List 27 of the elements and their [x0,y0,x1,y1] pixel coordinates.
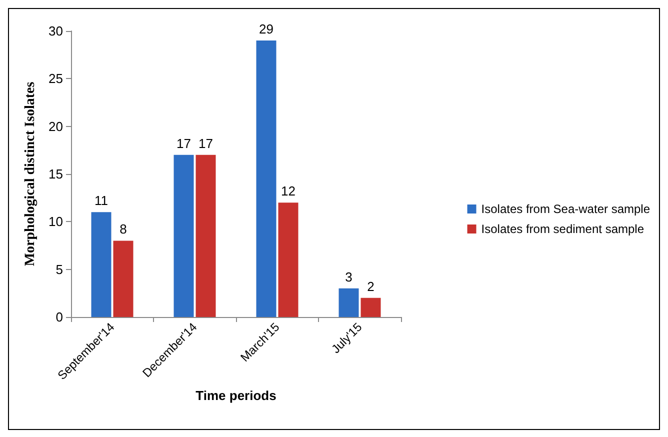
data-label: 29 [259,22,274,37]
bar [256,40,276,317]
legend-label: Isolates from Sea-water sample [481,202,650,216]
x-axis-title: Time periods [196,388,276,403]
y-axis-title: Morphological distinct Isolates [23,81,38,266]
legend-label: Isolates from sediment sample [481,222,644,236]
y-tick-label: 10 [48,214,63,230]
y-tick-label: 30 [48,24,63,38]
bar [174,154,194,317]
bar [338,288,359,317]
y-tick-label: 25 [48,71,63,86]
data-label: 12 [281,184,296,199]
y-tick-label: 0 [56,310,63,324]
data-label: 3 [345,269,352,284]
data-label: 17 [198,136,213,151]
data-label: 2 [367,278,374,294]
y-tick-label: 20 [48,118,63,134]
data-label: 17 [176,136,191,151]
bar [91,212,112,317]
bar [360,298,381,317]
data-label: 11 [94,193,108,208]
y-tick-label: 15 [48,166,63,182]
data-label: 8 [120,222,127,237]
bar [278,202,298,317]
bar [196,154,216,317]
bar [113,240,134,317]
y-tick-label: 5 [56,262,63,277]
